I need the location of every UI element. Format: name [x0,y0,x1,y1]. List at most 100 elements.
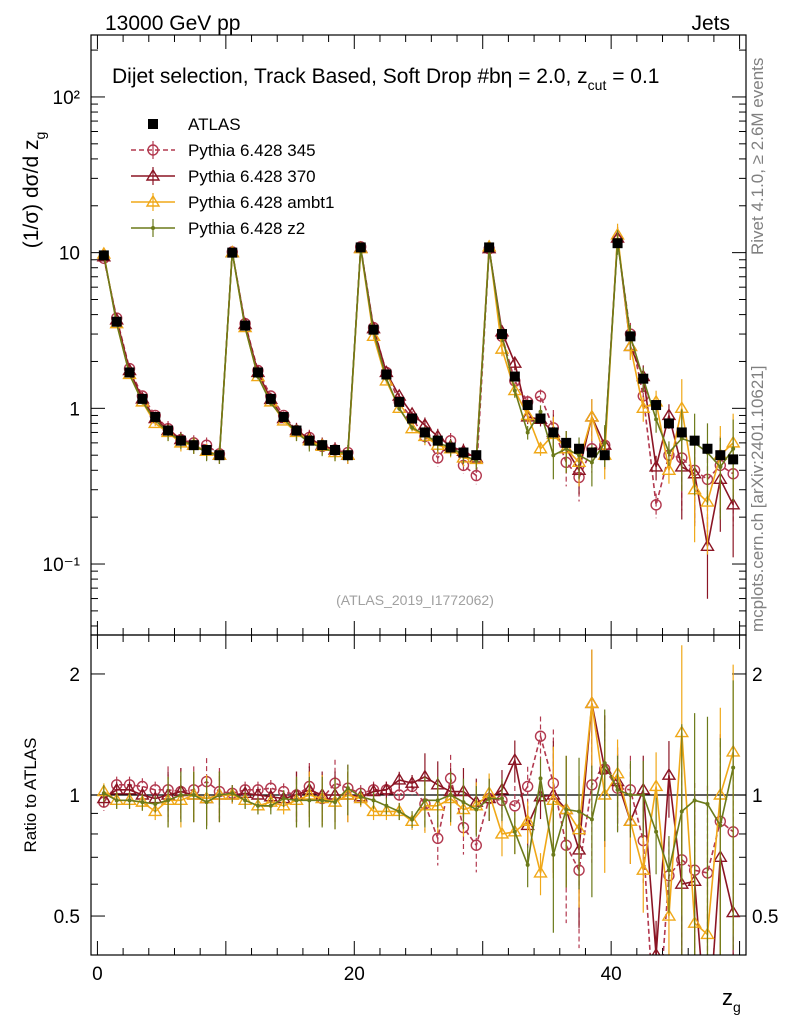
data-point [584,409,600,422]
ratio-point [243,798,248,803]
data-point-atlas [484,242,495,253]
data-point-atlas [214,450,225,461]
ratio-point [371,798,376,803]
data-point [589,460,594,465]
ratio-point [379,782,394,795]
ratio-point [448,793,453,797]
series-line [103,234,734,504]
header-left: 13000 GeV pp [105,12,240,35]
y-tick-label: 1 [69,399,80,420]
ratio-point [661,908,677,921]
data-point-atlas [715,450,726,461]
plot-title-main: Dijet selection, Track Based, Soft Drop … [112,65,588,88]
legend-marker [148,119,158,129]
legend-label: Pythia 6.428 ambt1 [188,193,334,212]
series-line [103,240,734,506]
ratio-point [432,832,444,845]
data-point [410,425,415,430]
legend-marker [145,168,161,181]
data-point-atlas [304,435,315,446]
data-point [520,408,535,421]
data-point-atlas [638,373,649,384]
ratio-line [103,703,734,955]
ratio-y-tick-label-right: 1 [752,786,763,807]
data-point-atlas [728,454,739,465]
ratio-point [718,823,723,828]
data-point-atlas [651,400,662,411]
ratio-point [255,803,260,808]
ratio-point [114,798,119,803]
ratio-point [521,780,534,793]
ratio-point [705,801,710,806]
data-point-atlas [265,393,276,404]
ratio-point [534,730,547,742]
ratio-point [140,800,145,805]
data-point [533,441,548,454]
data-point-atlas [330,444,341,455]
legend-label: Pythia 6.428 z2 [188,219,305,238]
data-point-atlas [509,371,520,382]
ratio-point [602,761,607,766]
x-axis-title: zg [722,985,741,1015]
data-point-atlas [111,316,122,327]
x-axis-title-text: z [722,985,733,1010]
ratio-point [520,813,535,827]
main-series-group [96,223,741,599]
data-point-atlas [522,400,533,411]
data-point-atlas [612,238,623,249]
main-panel: 10⁻¹ 1 10 10² [43,35,746,955]
data-point-atlas [278,411,289,422]
ratio-point [641,793,646,797]
ratio-frame [90,634,747,956]
legend-label: ATLAS [188,115,241,134]
ratio-point [320,798,325,803]
y-axis-title-main: (1/σ) dσ/d zg [20,132,48,249]
ratio-point [648,779,664,792]
data-point-atlas [201,444,212,455]
data-point-atlas [625,331,636,342]
ratio-point [589,817,594,822]
ratio-point [281,796,286,801]
data-point-atlas [419,427,430,438]
side-label-rivet: Rivet 4.1.0, ≥ 2.6M events [748,58,767,255]
ratio-point [393,789,405,801]
data-point [551,453,556,458]
data-point-atlas [394,396,405,407]
data-point-atlas [561,437,572,448]
data-point-atlas [188,440,199,451]
legend-label: Pythia 6.428 370 [188,167,316,186]
ratio-point [404,775,420,788]
data-point [731,446,736,451]
ratio-y-tick-label: 1 [69,786,80,807]
data-point-atlas [689,435,700,446]
ratio-point [507,752,523,765]
ratio-point [166,798,171,803]
data-point [379,373,394,386]
ratio-series-group [96,645,741,955]
data-point [679,436,684,441]
y-tick-label: 10² [53,88,80,109]
data-point [366,328,381,342]
data-point [636,400,651,414]
data-point-atlas [676,427,687,438]
y-axis-title-ratio: Ratio to ATLAS [21,738,40,853]
ratio-point [577,809,582,814]
header-right: Jets [691,12,730,35]
data-point-atlas [432,435,443,446]
ratio-point [345,786,350,791]
ratio-point [435,798,440,803]
ratio-point [294,798,299,803]
ratio-point [636,862,651,875]
x-tick-label: 0 [92,964,103,985]
data-point [525,430,530,435]
ratio-point [654,829,659,834]
ratio-point [487,796,492,801]
ratio-point [384,803,389,808]
legend-marker [147,144,159,156]
ratio-point [268,803,273,808]
ratio-point [474,807,479,812]
ratio-y-tick-label-right: 2 [752,665,763,686]
ratio-point [307,798,312,803]
ratio-point [397,809,402,814]
